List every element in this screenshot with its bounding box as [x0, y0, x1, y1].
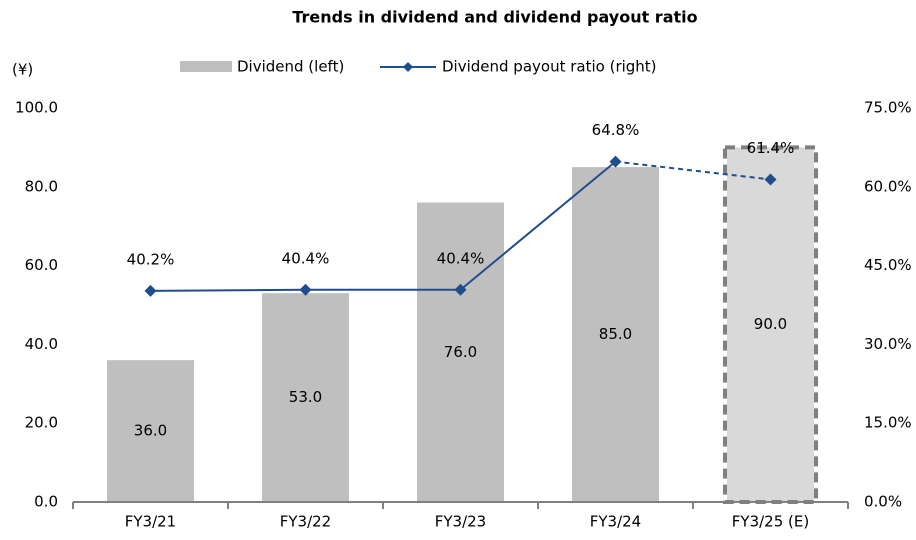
line-segment: [150, 288, 306, 292]
bar-value-label: 76.0: [444, 343, 477, 361]
line-marker: [764, 173, 777, 186]
bar-value-label: 85.0: [599, 325, 632, 343]
x-tick-label: FY3/25 (E): [732, 513, 809, 531]
line-segment: [459, 160, 617, 291]
y-tick-label: 20.0: [25, 414, 58, 432]
line-marker: [299, 283, 312, 296]
y-tick-label: 100.0: [15, 99, 58, 117]
legend-swatch: [180, 61, 232, 72]
y2-tick-label: 75.0%: [864, 99, 912, 117]
line-value-label: 40.4%: [282, 249, 330, 267]
line-value-label: 40.2%: [127, 250, 175, 268]
y-tick-label: 40.0: [25, 335, 58, 353]
y-tick-label: 80.0: [25, 177, 58, 195]
line-segment: [615, 160, 771, 181]
bar: [262, 293, 349, 502]
x-tick-label: FY3/22: [280, 513, 331, 531]
x-tick-label: FY3/24: [590, 513, 641, 531]
line-value-label: 61.4%: [747, 139, 795, 157]
bar: [727, 147, 814, 502]
y-tick-label: 0.0: [34, 493, 58, 511]
y2-tick-label: 30.0%: [864, 335, 912, 353]
bar: [417, 202, 504, 502]
estimate-outline: [723, 145, 818, 504]
line-value-label: 40.4%: [437, 249, 485, 267]
y2-tick-label: 45.0%: [864, 256, 912, 274]
line-marker: [454, 283, 467, 296]
y2-tick-label: 15.0%: [864, 414, 912, 432]
bar: [107, 360, 194, 502]
y2-tick-label: 60.0%: [864, 177, 912, 195]
line-value-label: 64.8%: [592, 121, 640, 139]
y-tick-label: 60.0: [25, 256, 58, 274]
line-marker: [144, 284, 157, 297]
chart-title: Trends in dividend and dividend payout r…: [292, 8, 697, 27]
y-axis-label: (¥): [12, 61, 33, 79]
y2-tick-label: 0.0%: [864, 493, 902, 511]
bar-value-label: 90.0: [754, 315, 787, 333]
line-marker: [609, 155, 622, 168]
legend-marker: [403, 62, 413, 72]
x-tick-label: FY3/21: [125, 513, 176, 531]
bar: [572, 167, 659, 502]
bar-value-label: 36.0: [134, 422, 167, 440]
bar-value-label: 53.0: [289, 388, 322, 406]
legend-label: Dividend payout ratio (right): [442, 58, 657, 76]
x-tick-label: FY3/23: [435, 513, 486, 531]
legend-label: Dividend (left): [237, 58, 344, 76]
